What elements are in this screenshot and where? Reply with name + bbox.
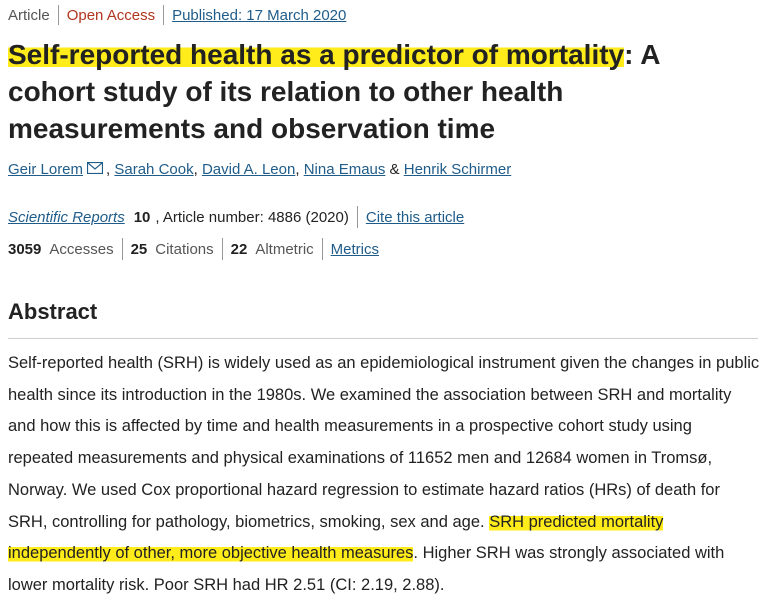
author-link[interactable]: Nina Emaus: [303, 161, 386, 178]
author-link[interactable]: Geir Lorem: [8, 161, 84, 178]
citations-count: 25: [130, 240, 148, 258]
citations-label: Citations: [155, 240, 214, 258]
metrics-divider: [321, 238, 323, 260]
abstract-text-part: Self-reported health (SRH) is widely use…: [8, 354, 760, 531]
altmetric-label: Altmetric: [255, 240, 314, 258]
journal-volume: 10: [133, 208, 151, 226]
accesses-count: 3059: [8, 240, 42, 258]
metrics-divider: [221, 238, 223, 260]
journal-divider: [356, 206, 358, 228]
article-number: , Article number: 4886 (2020): [155, 208, 349, 226]
journal-info: Scientific Reports 10 , Article number: …: [8, 206, 464, 228]
article-title: Self-reported health as a predictor of m…: [8, 36, 738, 147]
author-link[interactable]: Sarah Cook: [114, 161, 194, 178]
accesses-label: Accesses: [49, 240, 114, 258]
cite-article-link[interactable]: Cite this article: [365, 208, 465, 226]
published-date-link[interactable]: Published: 17 March 2020: [172, 6, 347, 24]
author-separator: ,: [193, 161, 202, 178]
metrics-link[interactable]: Metrics: [330, 240, 379, 258]
article-metrics: 3059 Accesses 25 Citations 22 Altmetric …: [8, 238, 379, 260]
meta-divider: [57, 5, 59, 25]
article-meta: Article Open Access Published: 17 March …: [8, 5, 346, 25]
section-divider: [8, 338, 758, 339]
author-link[interactable]: David A. Leon: [201, 161, 296, 178]
author-link[interactable]: Henrik Schirmer: [403, 161, 512, 178]
abstract-text: Self-reported health (SRH) is widely use…: [8, 348, 760, 602]
article-type: Article: [8, 6, 50, 24]
author-separator: ,: [106, 161, 115, 178]
title-rest: : A cohort study of its relation to othe…: [8, 39, 660, 144]
author-separator: ,: [295, 161, 304, 178]
journal-name-link[interactable]: Scientific Reports: [8, 208, 125, 226]
title-highlighted: Self-reported health as a predictor of m…: [8, 39, 625, 70]
abstract-heading: Abstract: [8, 299, 98, 324]
altmetric-count: 22: [230, 240, 248, 258]
email-icon[interactable]: [86, 161, 104, 178]
abstract-text-part: . Higher SRH was strongly associated wit…: [8, 544, 725, 594]
author-list: Geir Lorem, Sarah Cook, David A. Leon, N…: [8, 161, 511, 178]
open-access-badge: Open Access: [66, 6, 156, 24]
metrics-divider: [121, 238, 123, 260]
meta-divider: [163, 5, 165, 25]
author-separator: &: [385, 161, 404, 178]
